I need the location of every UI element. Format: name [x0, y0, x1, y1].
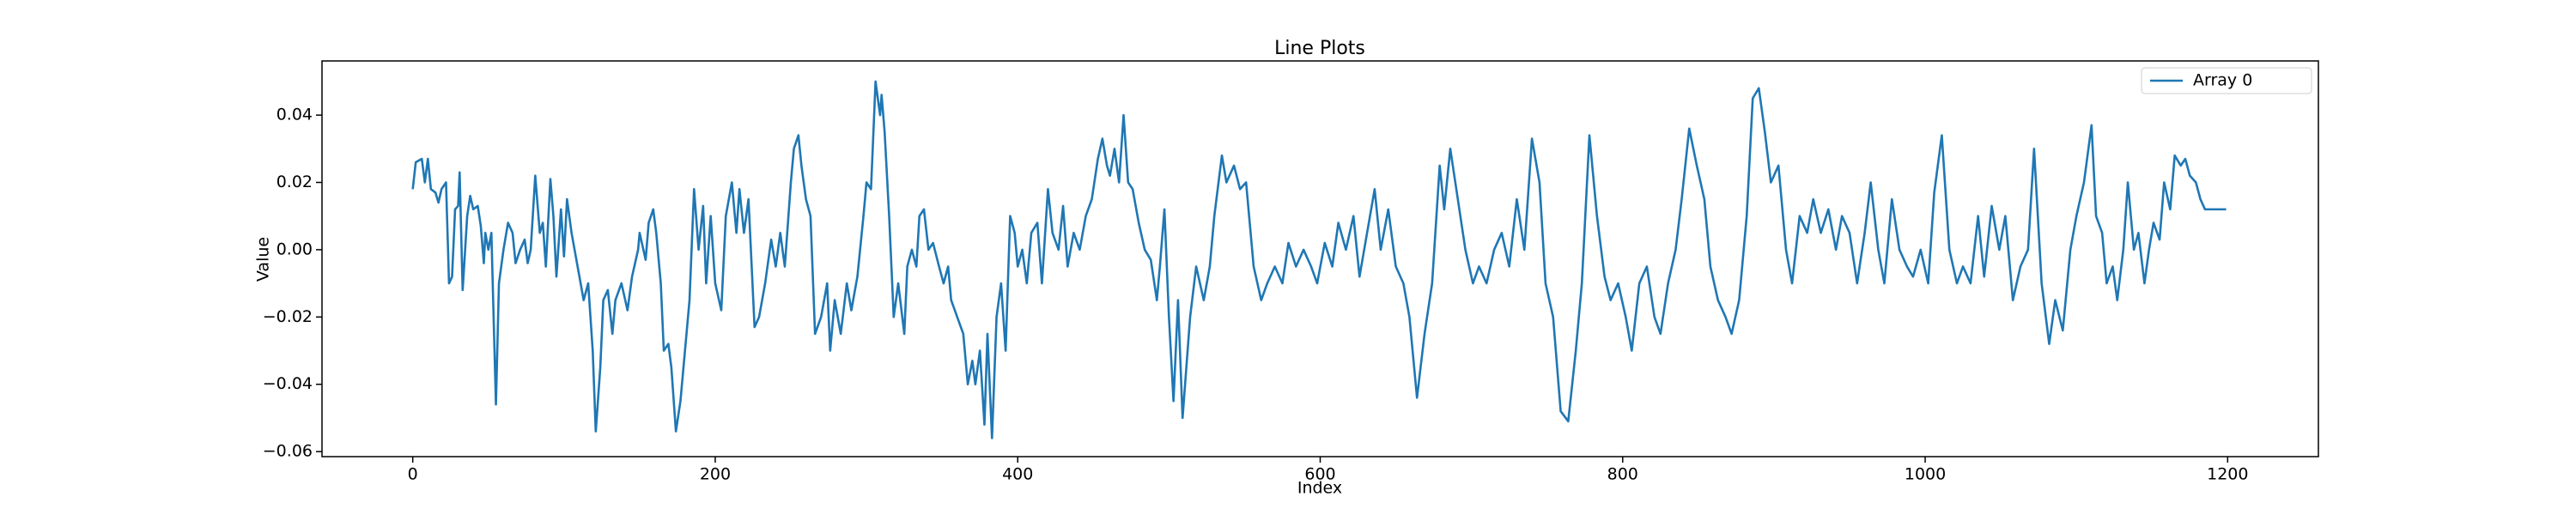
legend-box [2141, 67, 2312, 94]
legend-label: Array 0 [2193, 71, 2252, 90]
data-line [411, 80, 2227, 439]
y-tick-label: −0.04 [263, 374, 313, 393]
y-tick-label: −0.02 [263, 307, 313, 326]
plot-frame [321, 60, 2319, 457]
x-tick-label: 800 [1607, 465, 1638, 484]
x-tick-label: 600 [1304, 465, 1335, 484]
chart-title: Line Plots [1274, 38, 1365, 59]
y-tick-label: 0.00 [276, 239, 313, 258]
y-tick-label: −0.06 [263, 442, 313, 461]
x-axis-label: Index [1297, 479, 1342, 498]
x-tick-label: 1200 [2207, 465, 2248, 484]
x-tick-label: 200 [700, 465, 731, 484]
x-tick-label: 1000 [1905, 465, 1946, 484]
y-tick-label: 0.02 [276, 173, 313, 191]
x-tick-label: 0 [408, 465, 418, 484]
y-tick-label: 0.04 [276, 106, 313, 124]
x-tick-label: 400 [1002, 465, 1033, 484]
y-axis-label: Value [254, 237, 273, 282]
